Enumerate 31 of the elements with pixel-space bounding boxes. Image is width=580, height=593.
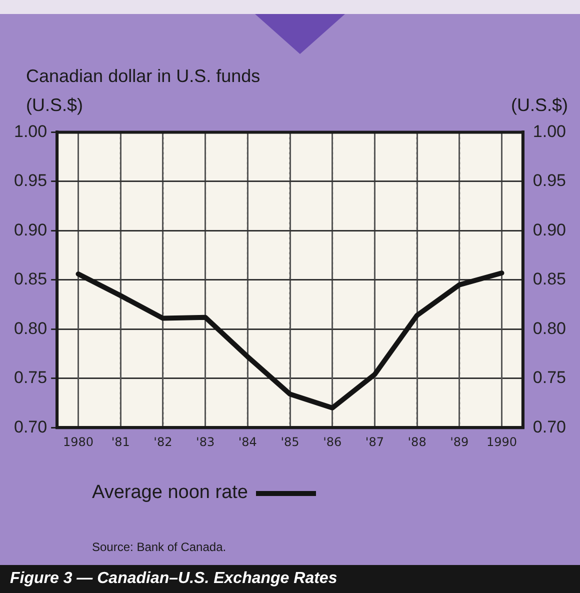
- y2-axis-title: (U.S.$): [510, 95, 568, 116]
- x-tick-label: '81: [111, 434, 130, 449]
- x-tick-label: '88: [408, 434, 426, 449]
- y2-tick-label: 0.70: [532, 417, 566, 436]
- y2-tick-label: 0.85: [532, 270, 566, 289]
- source-note: Source: Bank of Canada.: [92, 540, 226, 554]
- x-tick-label: '84: [238, 434, 257, 449]
- y2-tick-label: 0.75: [532, 368, 566, 388]
- x-tick-label: '89: [450, 434, 469, 449]
- x-tick-label: 1990: [486, 434, 518, 449]
- y-tick-label: 0.95: [14, 171, 48, 190]
- text: Figure 3 — Canadian–U.S. Exchange Rates: [0, 565, 580, 593]
- y-axis-title: (U.S.$): [26, 95, 84, 116]
- y-tick-label: 0.80: [14, 318, 48, 338]
- y2-tick-label: 0.95: [532, 171, 566, 190]
- y2-tick-label: 0.90: [532, 220, 566, 240]
- y-tick-label: 1.00: [14, 122, 48, 141]
- y-tick-label: 0.85: [14, 270, 48, 289]
- x-tick-label: '87: [365, 434, 384, 449]
- x-tick-label: '83: [196, 434, 215, 449]
- y-tick-label: 0.75: [14, 368, 48, 388]
- y-tick-label: 0.90: [14, 220, 48, 240]
- x-tick-label: '85: [280, 434, 300, 449]
- x-tick-label: '86: [323, 434, 342, 449]
- y-tick-label: 0.70: [14, 417, 48, 436]
- x-tick-label: '82: [154, 434, 172, 449]
- chart-subtitle: Canadian dollar in U.S. funds: [26, 66, 260, 87]
- y2-tick-label: 0.80: [532, 318, 566, 338]
- legend-label: Average noon rate: [92, 482, 248, 504]
- x-tick-label: 1980: [62, 434, 94, 449]
- y2-tick-label: 1.00: [532, 122, 566, 141]
